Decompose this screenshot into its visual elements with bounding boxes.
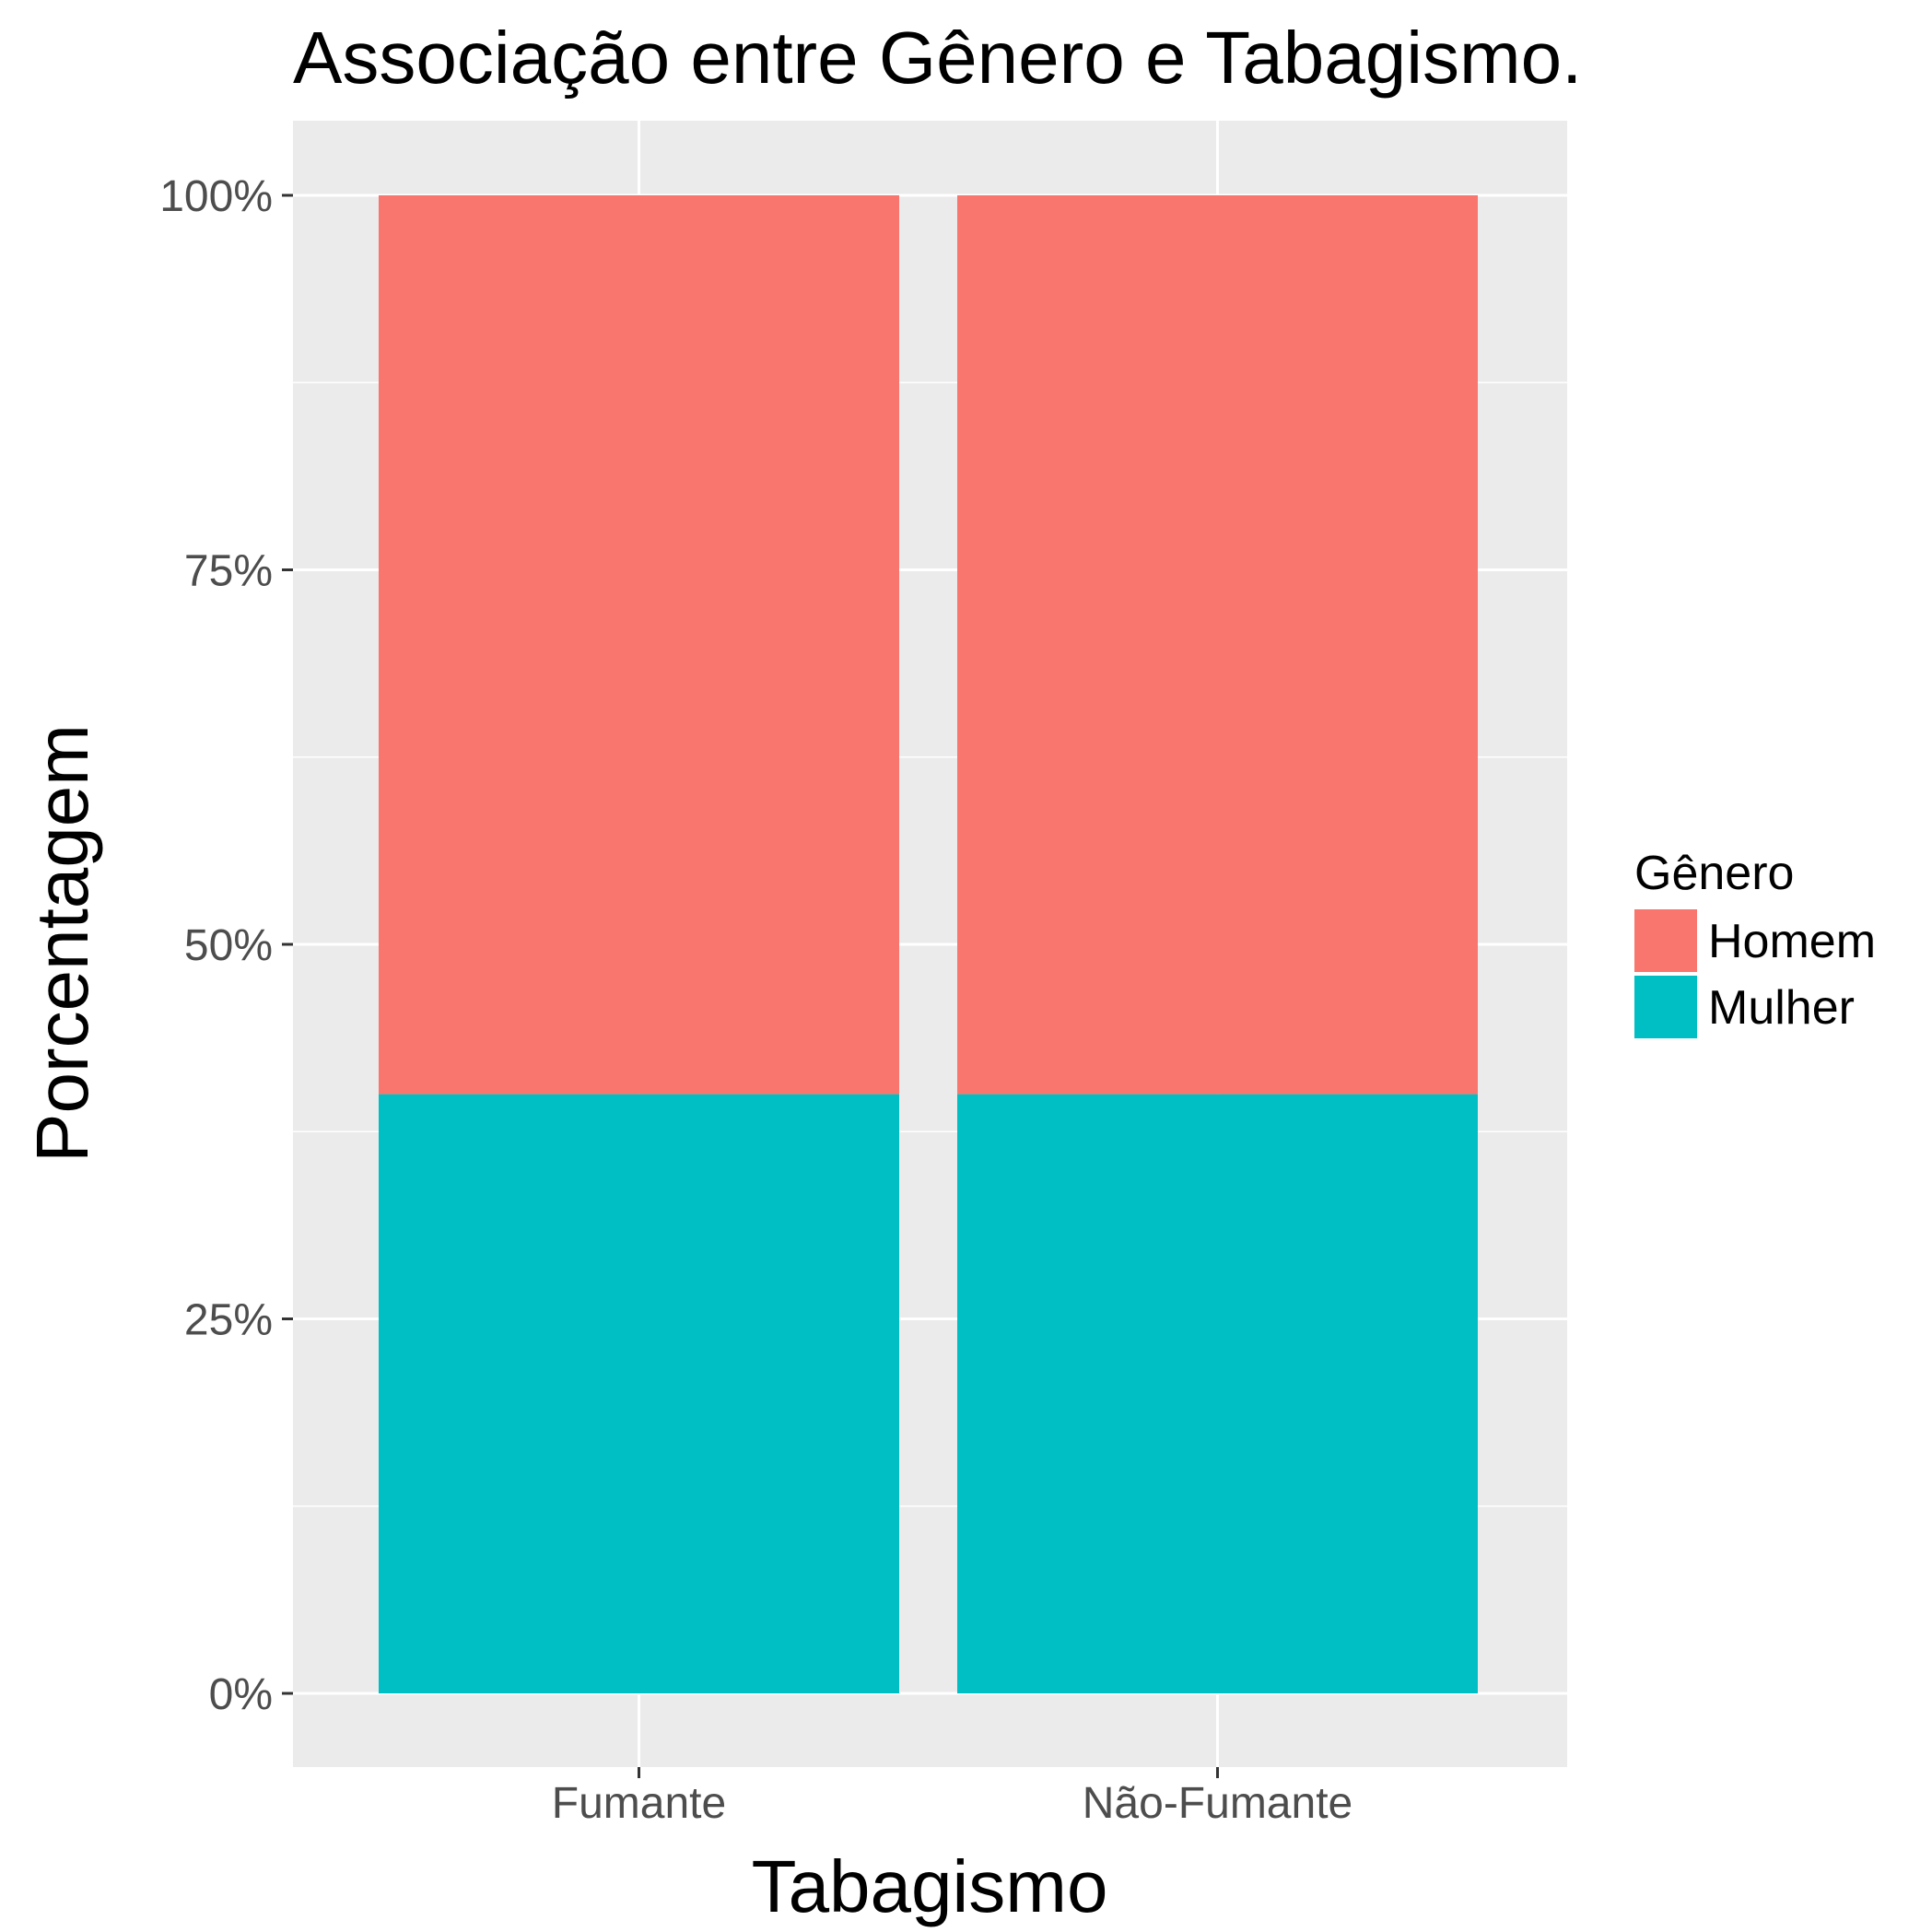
legend-key-homem xyxy=(1634,909,1697,972)
legend: Gênero Homem Mulher xyxy=(1634,847,1876,1038)
y-tick-label: 25% xyxy=(184,1296,273,1345)
bar-mulher-1 xyxy=(379,1094,899,1693)
bar-homem-2 xyxy=(957,195,1478,1095)
y-tick-label: 100% xyxy=(159,172,273,221)
chart-title: Associação entre Gênero e Tabagismo. xyxy=(293,17,1582,99)
legend-label-mulher: Mulher xyxy=(1708,981,1855,1035)
bar-homem-1 xyxy=(379,195,899,1095)
y-tick-label: 0% xyxy=(209,1670,273,1719)
legend-label-homem: Homem xyxy=(1708,915,1876,968)
x-axis-title: Tabagismo xyxy=(752,1845,1108,1927)
y-axis: 0% 25% 50% 75% 100% xyxy=(159,172,293,1719)
legend-title: Gênero xyxy=(1634,847,1794,900)
legend-key-mulher xyxy=(1634,976,1697,1038)
y-tick-label: 50% xyxy=(184,921,273,970)
x-axis: Fumante Não-Fumante xyxy=(552,1767,1352,1828)
y-axis-title: Porcentagem xyxy=(21,724,103,1163)
bars xyxy=(379,195,1478,1693)
x-tick-label: Fumante xyxy=(552,1779,726,1828)
y-tick-label: 75% xyxy=(184,547,273,596)
x-tick-label: Não-Fumante xyxy=(1083,1779,1352,1828)
bar-mulher-2 xyxy=(957,1094,1478,1693)
